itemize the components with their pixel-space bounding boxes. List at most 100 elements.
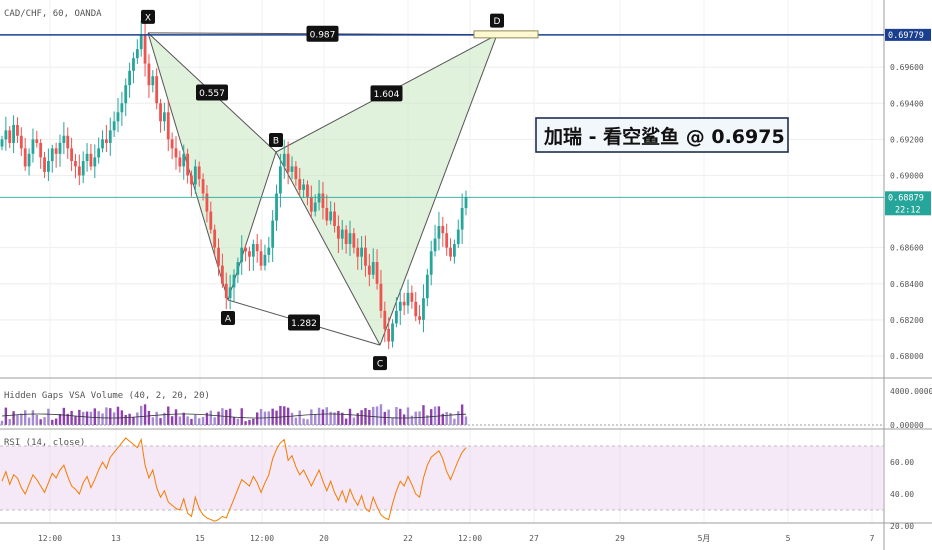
volume-bar: [151, 417, 154, 425]
volume-bar: [66, 413, 69, 425]
pattern-triangle-xab: [148, 32, 276, 300]
candle-body: [356, 247, 360, 257]
rsi-indicator-title: RSI (14, close): [4, 438, 85, 448]
volume-bar: [375, 406, 379, 425]
candle-body: [35, 139, 39, 143]
candle-body: [27, 153, 31, 167]
volume-bar: [105, 407, 108, 425]
candle-body: [263, 254, 267, 266]
rsi-tick-label: 40.00: [890, 490, 914, 499]
candle-body: [151, 76, 155, 86]
harmonic-pattern[interactable]: [147, 32, 498, 346]
volume-bar: [290, 412, 294, 425]
candle-body: [62, 135, 66, 143]
volume-bar: [298, 410, 301, 425]
time-tick-label: 12:00: [458, 534, 482, 543]
volume-bar: [209, 410, 212, 425]
volume-bar: [8, 419, 11, 425]
point-label-b: B: [273, 137, 279, 147]
candle-body: [248, 251, 251, 257]
candle-body: [97, 148, 101, 158]
volume-bar: [352, 417, 356, 425]
volume-tick-label: 4000.00000: [890, 387, 932, 396]
candle-body: [379, 283, 383, 311]
volume-bar: [140, 405, 143, 425]
volume-bar: [306, 419, 309, 425]
candle-body: [170, 139, 174, 149]
volume-bar: [259, 408, 263, 425]
price-tick-label: 0.69600: [890, 63, 924, 72]
volume-bar: [449, 413, 452, 425]
candle-body: [329, 211, 333, 221]
volume-bar: [399, 408, 402, 425]
candle-body: [166, 112, 170, 140]
candle-body: [174, 148, 178, 158]
price-tick-label: 0.68000: [890, 352, 924, 361]
volume-bar: [445, 411, 448, 425]
candle-body: [437, 226, 441, 239]
candle-body: [120, 103, 124, 113]
candle-body: [453, 244, 456, 257]
candlestick-series: [0, 20, 468, 350]
time-tick-label: 5: [786, 534, 791, 543]
volume-bar: [368, 409, 371, 425]
candle-body: [205, 193, 209, 212]
candle-body: [54, 148, 58, 154]
point-label-box: [221, 311, 235, 325]
candle-body: [58, 142, 62, 154]
target-zone-box[interactable]: [473, 30, 539, 39]
pattern-leg-ab: [227, 151, 277, 301]
volume-bar: [267, 411, 270, 425]
candle-body: [333, 211, 336, 226]
volume-bar: [70, 410, 73, 425]
candle-body: [132, 58, 135, 71]
point-label-box: [373, 356, 387, 371]
volume-bar: [379, 404, 383, 425]
volume-bar: [236, 418, 240, 425]
candle-body: [391, 323, 394, 342]
time-axis: 12:00 13 15 12:00 20 22 12:00 27 29 5月 5 7: [38, 534, 875, 543]
price-tick-label: 0.69000: [890, 171, 924, 180]
volume-bar: [186, 416, 189, 425]
volume-bar: [82, 411, 85, 425]
volume-bar: [31, 410, 35, 425]
volume-bar: [232, 417, 236, 425]
candle-body: [74, 161, 77, 167]
volume-bar: [391, 418, 394, 425]
price-tick-label: 0.68400: [890, 280, 924, 289]
candle-body: [337, 226, 340, 239]
time-tick-label: 29: [615, 534, 625, 543]
volume-bar: [62, 407, 66, 425]
price-tick-label: 0.69200: [890, 135, 924, 144]
candle-body: [344, 229, 348, 245]
volume-bar: [198, 418, 201, 425]
volume-bar: [109, 408, 112, 425]
candle-body: [147, 63, 151, 86]
volume-bar: [12, 411, 15, 425]
volume-bar: [174, 409, 178, 425]
annotation-text: 加瑞 - 看空鲨鱼 @ 0.6975: [543, 125, 785, 148]
price-axis: 0.69600 0.69400 0.69200 0.69000 0.68600 0.684…: [890, 63, 932, 531]
rsi-series: [1, 437, 467, 522]
symbol-label: CAD/CHF, 60, OANDA: [4, 9, 102, 19]
candle-body: [12, 124, 15, 143]
volume-bar: [170, 416, 174, 425]
annotation-box[interactable]: 加瑞 - 看空鲨鱼 @ 0.6975: [535, 117, 789, 153]
candle-body: [294, 166, 298, 180]
rsi-tick-label: 60.00: [890, 458, 914, 467]
volume-bar: [178, 416, 182, 425]
candle-body: [340, 229, 344, 239]
candle-body: [251, 244, 255, 257]
point-label-box: [269, 133, 283, 147]
volume-bar: [51, 419, 54, 425]
volume-bar: [302, 418, 305, 425]
candle-body: [348, 233, 352, 245]
time-tick-label: 12:00: [38, 534, 62, 543]
volume-bar: [4, 407, 8, 425]
candle-body: [302, 184, 305, 190]
ratio-label-box: [306, 25, 339, 42]
volume-bar: [93, 408, 96, 425]
candle-body: [228, 287, 232, 299]
